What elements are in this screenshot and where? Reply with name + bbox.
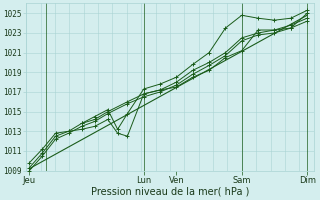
X-axis label: Pression niveau de la mer( hPa ): Pression niveau de la mer( hPa ) — [91, 187, 249, 197]
